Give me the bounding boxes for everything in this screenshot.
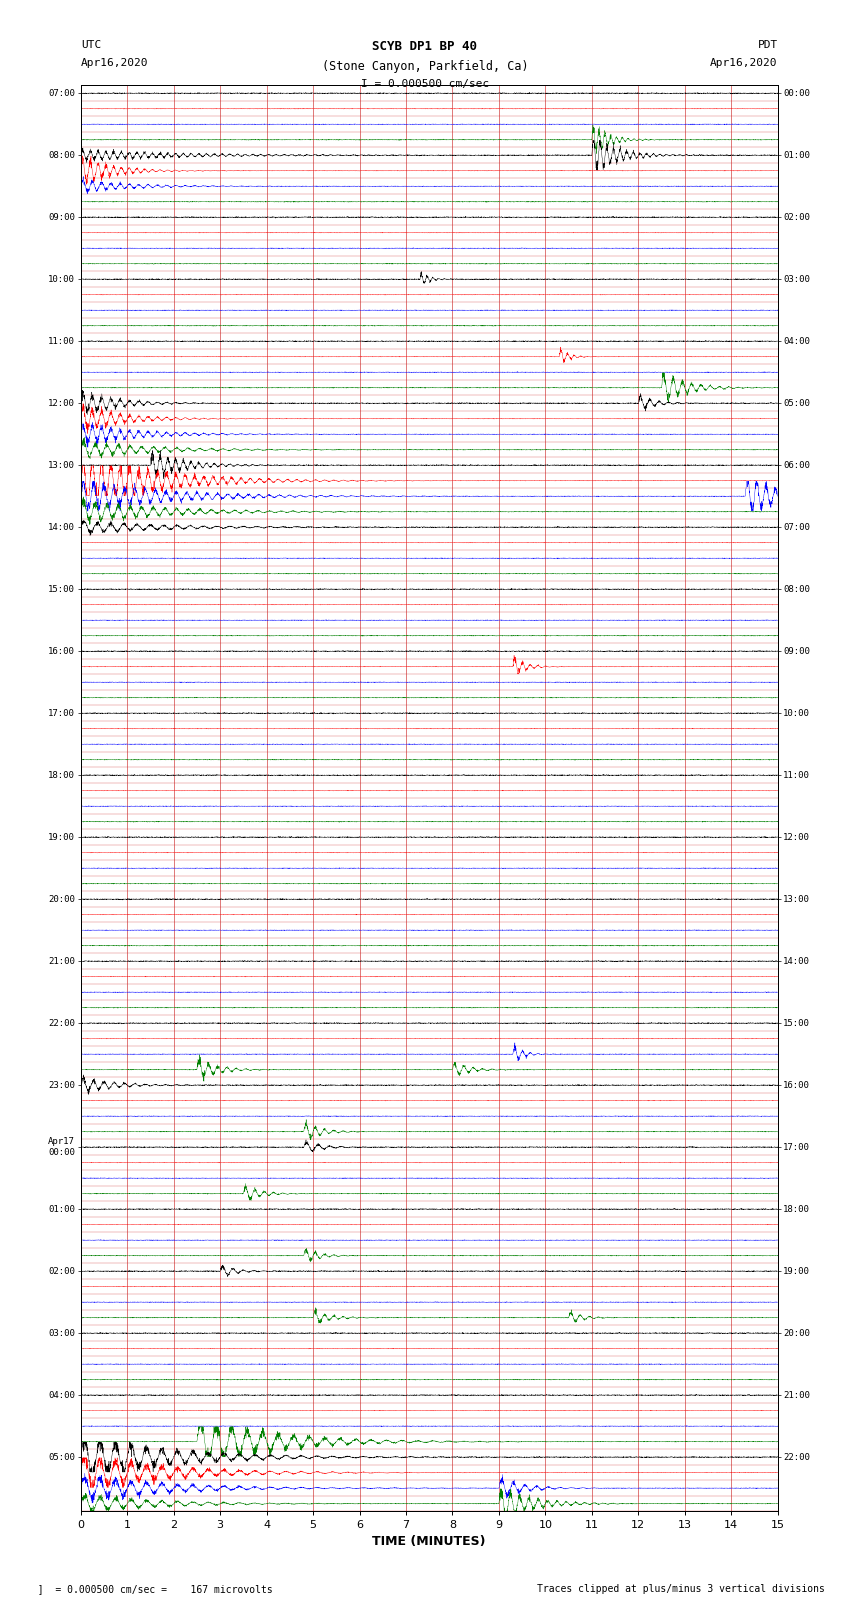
Text: Apr16,2020: Apr16,2020 — [81, 58, 148, 68]
Text: SCYB DP1 BP 40: SCYB DP1 BP 40 — [372, 40, 478, 53]
Text: ]  = 0.000500 cm/sec =    167 microvolts: ] = 0.000500 cm/sec = 167 microvolts — [26, 1584, 272, 1594]
Text: Apr16,2020: Apr16,2020 — [711, 58, 778, 68]
Text: I = 0.000500 cm/sec: I = 0.000500 cm/sec — [361, 79, 489, 89]
Text: PDT: PDT — [757, 40, 778, 50]
Text: (Stone Canyon, Parkfield, Ca): (Stone Canyon, Parkfield, Ca) — [321, 60, 529, 73]
Text: UTC: UTC — [81, 40, 101, 50]
Text: Traces clipped at plus/minus 3 vertical divisions: Traces clipped at plus/minus 3 vertical … — [536, 1584, 824, 1594]
X-axis label: TIME (MINUTES): TIME (MINUTES) — [372, 1534, 486, 1547]
